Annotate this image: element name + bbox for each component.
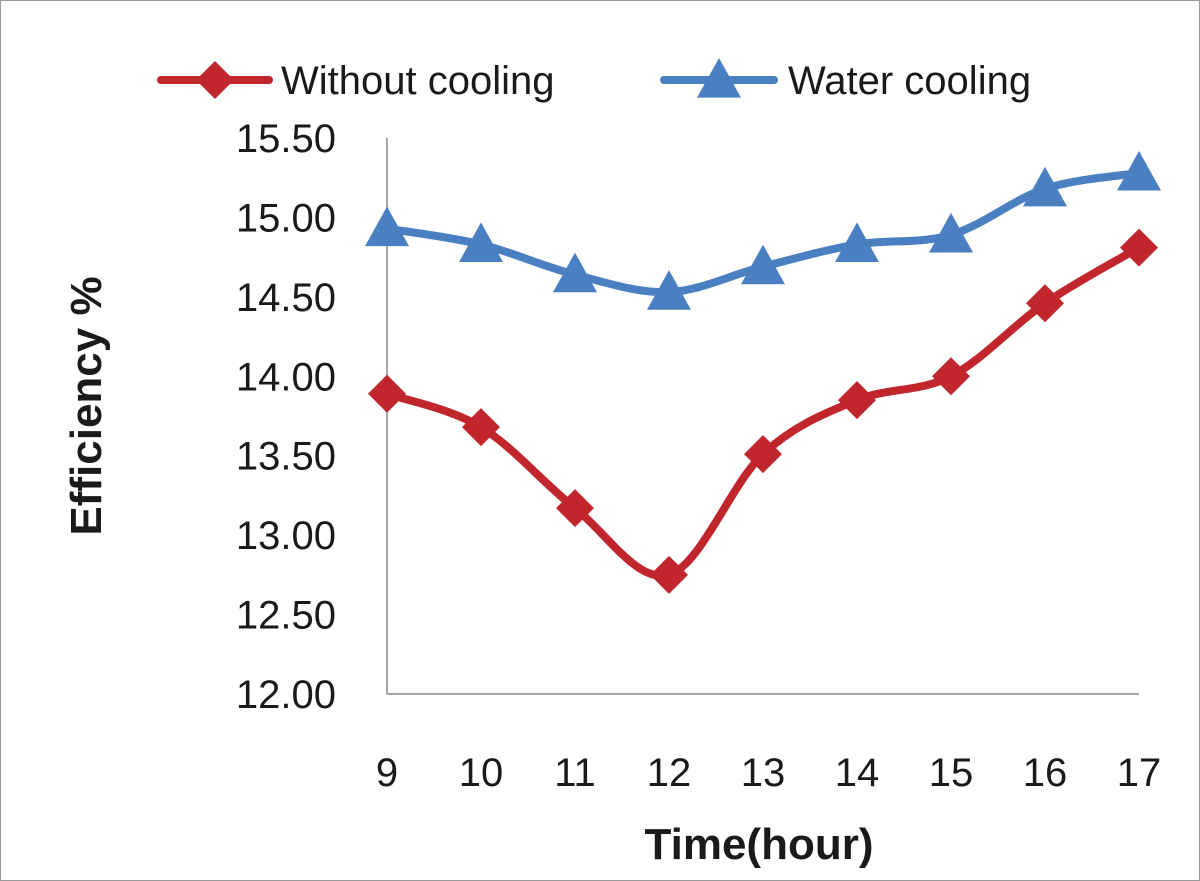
data-point-water-cooling [929, 212, 973, 253]
y-tick-label: 14.00 [236, 355, 336, 399]
y-tick-label: 13.50 [236, 435, 336, 479]
y-axis-title: Efficiency % [62, 276, 111, 535]
data-point-water-cooling [1023, 166, 1067, 207]
axes [386, 138, 1139, 695]
data-point-water-cooling [741, 244, 785, 285]
x-axis-title: Time(hour) [645, 820, 874, 869]
series-layer [365, 150, 1161, 594]
data-point-without-cooling [650, 555, 688, 594]
x-tick-label: 10 [459, 751, 504, 795]
data-point-without-cooling [368, 374, 406, 413]
x-tick-label: 15 [929, 751, 974, 795]
x-tick-label: 13 [741, 751, 786, 795]
legend-item-without-cooling: Without cooling [157, 59, 554, 103]
data-point-without-cooling [932, 357, 970, 396]
y-tick-label: 13.00 [236, 514, 336, 558]
data-point-water-cooling [365, 206, 409, 247]
series-line-without-cooling [383, 243, 1143, 580]
x-tick-labels: 9 10 11 12 13 14 15 16 17 [376, 751, 1161, 795]
data-point-without-cooling [838, 381, 876, 420]
data-point-water-cooling [1117, 150, 1161, 191]
data-point-without-cooling [744, 435, 782, 474]
data-point-without-cooling [1120, 228, 1158, 267]
legend-label: Without cooling [281, 59, 554, 103]
x-tick-label: 12 [647, 751, 692, 795]
y-tick-label: 14.50 [236, 276, 336, 320]
x-tick-label: 9 [376, 751, 398, 795]
y-tick-label: 15.00 [236, 196, 336, 240]
y-tick-labels: 12.00 12.50 13.00 13.50 14.00 14.50 15.00 15.50 [236, 117, 336, 717]
legend-item-water-cooling: Water cooling [660, 58, 1031, 103]
y-tick-label: 12.50 [236, 594, 336, 638]
y-tick-label: 15.50 [236, 117, 336, 161]
data-point-water-cooling [459, 222, 503, 263]
legend-marker-triangle [697, 58, 741, 98]
data-point-without-cooling [1026, 284, 1064, 323]
legend-label: Water cooling [788, 59, 1031, 103]
series-water-cooling [365, 150, 1161, 310]
x-tick-label: 16 [1023, 751, 1068, 795]
data-point-without-cooling [462, 408, 500, 447]
data-point-water-cooling [553, 252, 597, 293]
data-point-without-cooling [556, 489, 594, 528]
legend: Without cooling Water cooling [157, 58, 1031, 103]
x-tick-label: 11 [554, 751, 596, 795]
x-tick-label: 14 [835, 751, 880, 795]
data-point-water-cooling [835, 222, 879, 263]
legend-marker-diamond [196, 61, 234, 99]
y-tick-label: 12.00 [236, 673, 336, 717]
data-point-water-cooling [647, 270, 691, 310]
series-without-cooling [368, 228, 1158, 594]
x-tick-label: 17 [1117, 751, 1162, 795]
